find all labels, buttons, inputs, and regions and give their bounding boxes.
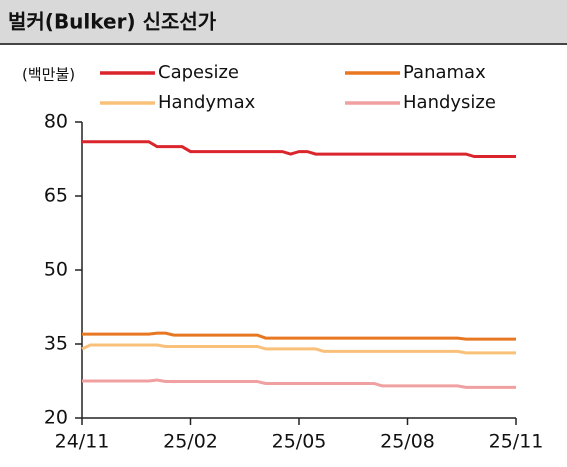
series-line xyxy=(81,343,516,355)
series-line xyxy=(82,331,516,341)
x-tick-label: 25/02 xyxy=(163,431,218,453)
series-line xyxy=(82,140,516,159)
legend-label: Panamax xyxy=(403,62,486,83)
legend-label: Capesize xyxy=(158,62,239,83)
x-tick-label: 24/11 xyxy=(55,431,110,453)
y-tick-label: 20 xyxy=(44,407,68,429)
chart-title: 벌커(Bulker) 신조선가 xyxy=(8,10,217,34)
legend-label: Handysize xyxy=(403,92,496,113)
y-tick-label: 35 xyxy=(44,333,68,355)
title-band xyxy=(0,0,567,44)
legend-label: Handymax xyxy=(158,92,256,113)
x-tick-label: 25/08 xyxy=(380,431,435,453)
x-tick-label: 25/05 xyxy=(272,431,327,453)
unit-label: (백만불) xyxy=(22,66,75,84)
x-tick-label: 25/11 xyxy=(489,431,544,453)
y-tick-label: 50 xyxy=(44,259,68,281)
y-tick-label: 80 xyxy=(44,111,68,133)
y-tick-label: 65 xyxy=(44,185,68,207)
series-line xyxy=(82,378,516,389)
